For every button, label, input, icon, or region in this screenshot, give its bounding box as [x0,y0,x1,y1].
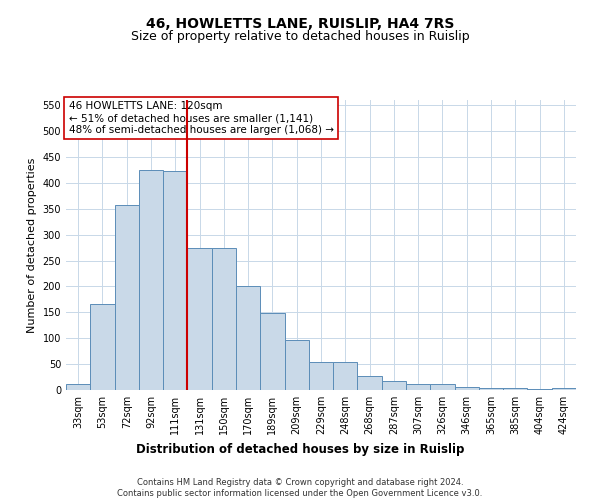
Bar [284,340,309,390]
Text: 46, HOWLETTS LANE, RUISLIP, HA4 7RS: 46, HOWLETTS LANE, RUISLIP, HA4 7RS [146,18,454,32]
Bar [406,384,430,390]
Bar [236,286,260,390]
Text: Contains HM Land Registry data © Crown copyright and database right 2024.
Contai: Contains HM Land Registry data © Crown c… [118,478,482,498]
Text: 46 HOWLETTS LANE: 120sqm
← 51% of detached houses are smaller (1,141)
48% of sem: 46 HOWLETTS LANE: 120sqm ← 51% of detach… [68,102,334,134]
Bar [115,205,139,390]
Bar [430,384,455,390]
Y-axis label: Number of detached properties: Number of detached properties [27,158,37,332]
Text: Size of property relative to detached houses in Ruislip: Size of property relative to detached ho… [131,30,469,43]
Bar [187,248,212,390]
Text: Distribution of detached houses by size in Ruislip: Distribution of detached houses by size … [136,442,464,456]
Bar [139,170,163,390]
Bar [163,172,187,390]
Bar [552,388,576,390]
Bar [260,314,284,390]
Bar [90,304,115,390]
Bar [358,376,382,390]
Bar [66,384,90,390]
Bar [333,362,358,390]
Bar [212,248,236,390]
Bar [382,380,406,390]
Bar [309,362,333,390]
Bar [503,388,527,390]
Bar [455,387,479,390]
Bar [479,388,503,390]
